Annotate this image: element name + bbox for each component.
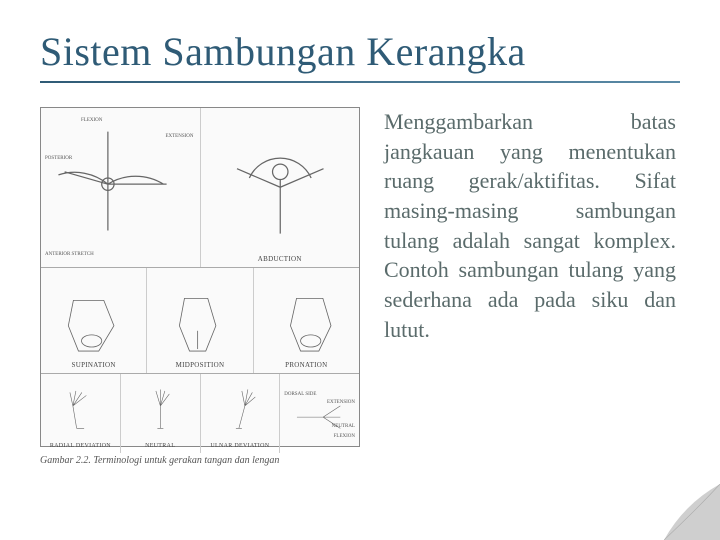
- cell-label: ULNAR DEVIATION: [201, 443, 280, 449]
- supination-icon: [43, 270, 144, 371]
- cell-label: SUPINATION: [41, 361, 146, 369]
- figure-caption: Gambar 2.2. Terminologi untuk gerakan ta…: [40, 455, 360, 466]
- figure-cell-midposition: MIDPOSITION: [147, 268, 253, 373]
- pronation-icon: [256, 270, 357, 371]
- neutral-hand-icon: [123, 376, 198, 451]
- annotation: ANTERIOR STRETCH: [45, 252, 94, 257]
- title-underline: [40, 81, 680, 83]
- figure-container: POSTERIOR ANTERIOR STRETCH EXTENSION FLE…: [40, 107, 360, 487]
- cell-label: PRONATION: [254, 361, 359, 369]
- annotation: POSTERIOR: [45, 156, 72, 161]
- annotation: DORSAL SIDE: [284, 392, 316, 397]
- figure-cell-wrist-flex: DORSAL SIDE NEUTRAL EXTENSION FLEXION: [280, 374, 359, 453]
- body-paragraph: Menggambarkan batas jangkauan yang menen…: [384, 107, 680, 487]
- figure-row: POSTERIOR ANTERIOR STRETCH EXTENSION FLE…: [41, 108, 359, 268]
- annotation: FLEXION: [334, 434, 355, 439]
- radial-hand-icon: [43, 376, 118, 451]
- figure-cell-supination: SUPINATION: [41, 268, 147, 373]
- figure-cell-radial: RADIAL DEVIATION: [41, 374, 121, 453]
- page-title: Sistem Sambungan Kerangka: [40, 28, 680, 75]
- page-curl-icon: [664, 484, 720, 540]
- cell-label: MIDPOSITION: [147, 361, 252, 369]
- figure-cell-ulnar: ULNAR DEVIATION: [201, 374, 281, 453]
- figure-cell-abduction: ABDUCTION: [201, 108, 360, 267]
- annotation: NEUTRAL: [332, 424, 355, 429]
- cell-label: RADIAL DEVIATION: [41, 443, 120, 449]
- midposition-icon: [149, 270, 250, 371]
- content-area: POSTERIOR ANTERIOR STRETCH EXTENSION FLE…: [40, 107, 680, 487]
- cell-label: NEUTRAL: [121, 443, 200, 449]
- figure-row: SUPINATION MIDPOSITION: [41, 268, 359, 374]
- annotation: EXTENSION: [327, 400, 355, 405]
- figure-cell-neutral: NEUTRAL: [121, 374, 201, 453]
- wrist-flex-icon: [282, 376, 357, 451]
- cell-label: ABDUCTION: [201, 255, 360, 263]
- figure-row: RADIAL DEVIATION NEUTRAL ULNAR DEVIATION: [41, 374, 359, 453]
- slide: Sistem Sambungan Kerangka: [0, 0, 720, 540]
- figure-cell-shoulder-flex: POSTERIOR ANTERIOR STRETCH EXTENSION FLE…: [41, 108, 201, 267]
- annotation: FLEXION: [81, 118, 102, 123]
- ulnar-hand-icon: [203, 376, 278, 451]
- abduction-icon: [203, 110, 358, 265]
- anatomy-figure: POSTERIOR ANTERIOR STRETCH EXTENSION FLE…: [40, 107, 360, 447]
- annotation: EXTENSION: [165, 134, 193, 139]
- figure-cell-pronation: PRONATION: [254, 268, 359, 373]
